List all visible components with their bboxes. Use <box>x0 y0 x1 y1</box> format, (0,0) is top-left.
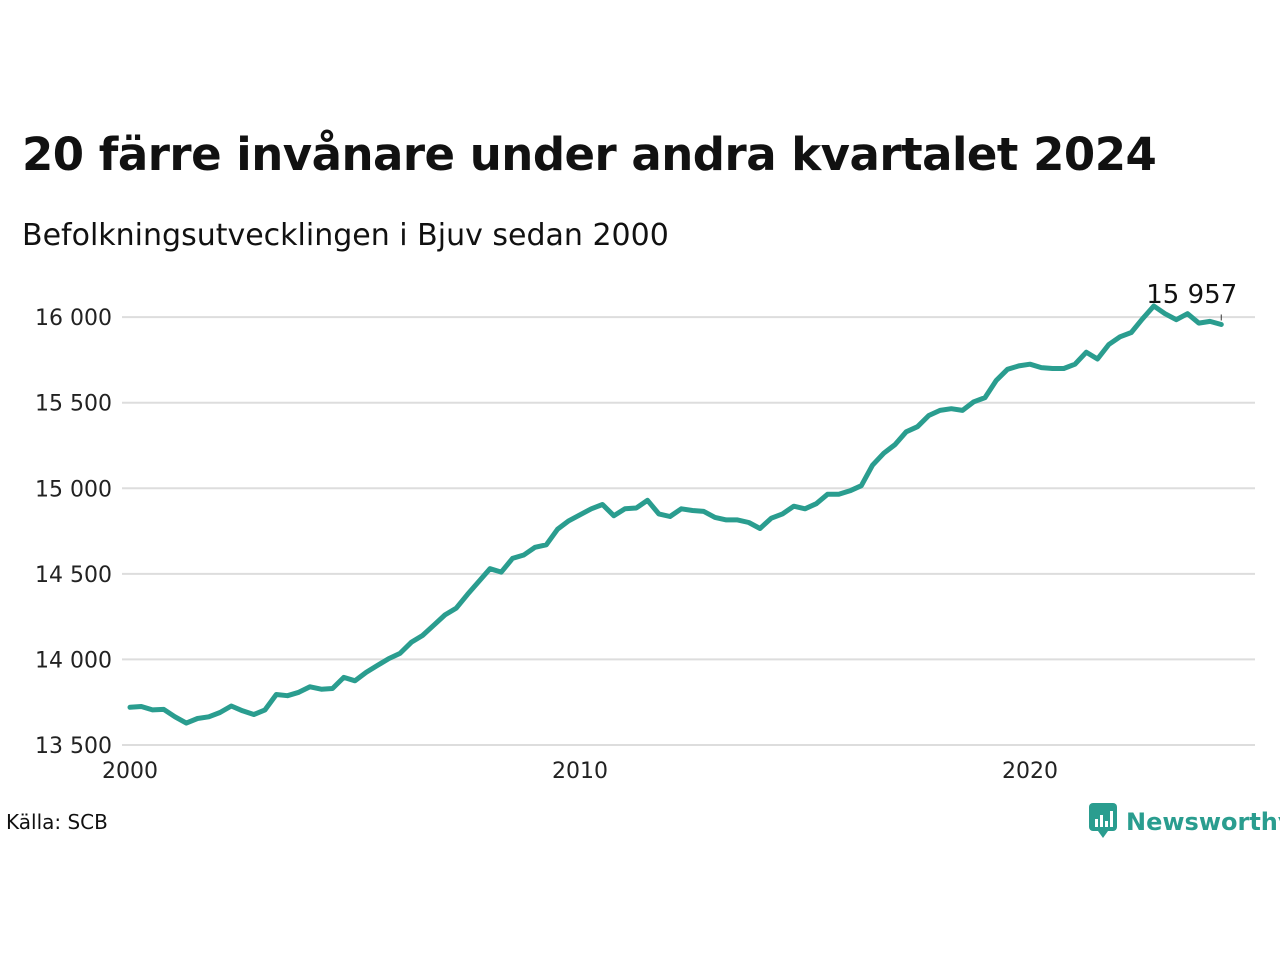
brand-logo: Newsworthy <box>1088 802 1280 842</box>
end-label-layer: 15 957 <box>1146 280 1237 321</box>
y-axis-tick-labels: 13 500 14 000 14 500 15 000 15 500 16 000 <box>35 306 112 759</box>
x-axis-tick-labels: 2000 2010 2020 <box>102 759 1058 784</box>
population-series-line <box>127 303 1224 726</box>
y-tick-label: 16 000 <box>35 306 112 331</box>
source-note: Källa: SCB <box>6 810 108 834</box>
x-tick-label: 2020 <box>1002 759 1058 784</box>
y-tick-label: 13 500 <box>35 734 112 759</box>
y-tick-label: 14 000 <box>35 648 112 673</box>
grid-lines <box>122 316 1255 746</box>
end-value-label: 15 957 <box>1146 280 1237 310</box>
chart-title: 20 färre invånare under andra kvartalet … <box>22 128 1157 181</box>
brand-name: Newsworthy <box>1126 808 1280 836</box>
x-tick-label: 2000 <box>102 759 158 784</box>
y-tick-label: 14 500 <box>35 563 112 588</box>
series-layer <box>127 303 1224 726</box>
newsworthy-logo-icon <box>1088 802 1118 842</box>
chart-subtitle: Befolkningsutvecklingen i Bjuv sedan 200… <box>22 218 669 253</box>
y-tick-label: 15 500 <box>35 392 112 417</box>
x-tick-label: 2010 <box>552 759 608 784</box>
y-tick-label: 15 000 <box>35 477 112 502</box>
